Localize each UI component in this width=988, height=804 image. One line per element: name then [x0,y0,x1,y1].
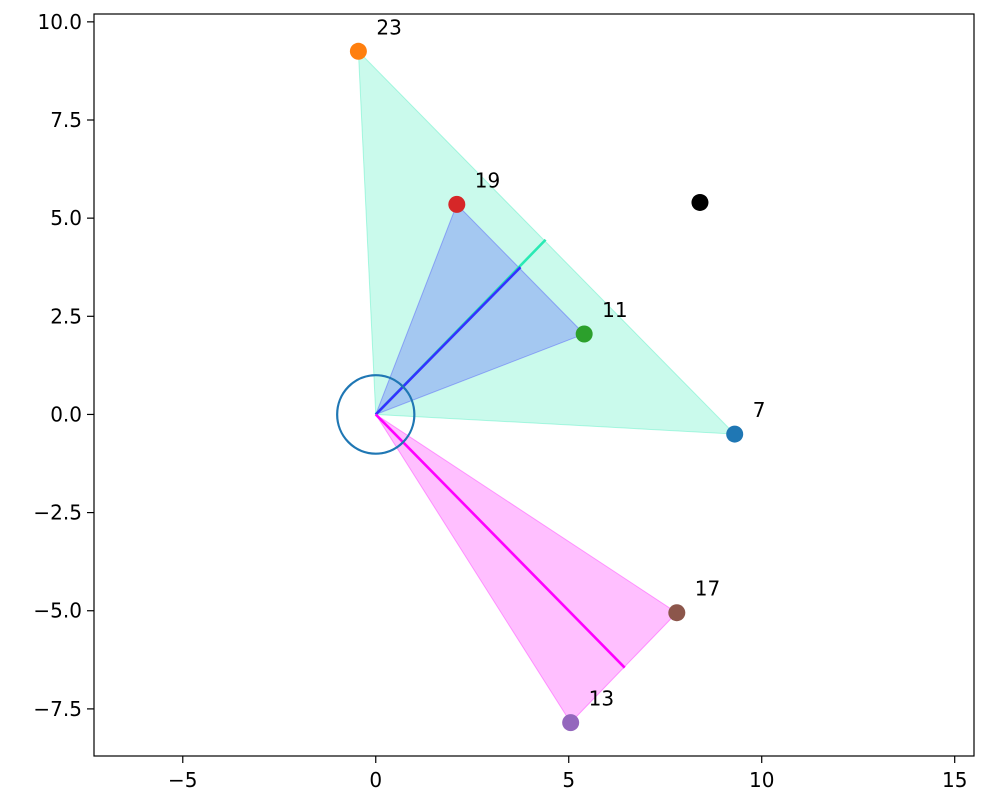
x-tick-label: 10 [749,768,774,792]
y-axis: −7.5 −5.0 −2.5 0.0 2.5 5.0 7.5 10.0 [33,10,94,721]
segment-layer [374,238,626,669]
point-label-23: 23 [376,15,401,39]
y-tick-label: 5.0 [50,206,82,230]
wedge-1 [357,50,736,435]
point-23 [349,42,367,60]
plot-frame [93,13,975,757]
x-axis: −5 0 5 10 15 [168,756,967,792]
x-tick-label: 15 [942,768,967,792]
point-11 [575,325,593,343]
x-tick-label: 0 [369,768,382,792]
y-tick-label: −2.5 [33,501,82,525]
y-tick-label: 0.0 [50,402,82,426]
point-label-layer: 7 23 11 19 13 17 [376,15,765,710]
y-tick-label: 2.5 [50,304,82,328]
point-label-17: 17 [695,577,720,601]
point-19 [448,195,466,213]
y-tick-label: −5.0 [33,599,82,623]
segment-2 [374,266,522,416]
x-tick-label: 5 [562,768,575,792]
y-tick-label: 10.0 [37,10,82,34]
point-label-7: 7 [753,398,766,422]
point-13 [562,714,580,732]
segment-3 [374,413,626,669]
origin-circle [336,374,416,455]
point-label-13: 13 [589,687,614,711]
y-tick-label: 7.5 [50,108,82,132]
x-tick-label: −5 [168,768,197,792]
point-label-19: 19 [475,168,500,192]
extra-point-1 [691,193,709,211]
point-layer [349,42,744,732]
point-7 [726,425,744,443]
wedge-layer [357,50,736,724]
point-label-11: 11 [602,298,627,322]
point-17 [668,604,686,622]
y-tick-label: −7.5 [33,697,82,721]
circle-layer [336,374,416,455]
